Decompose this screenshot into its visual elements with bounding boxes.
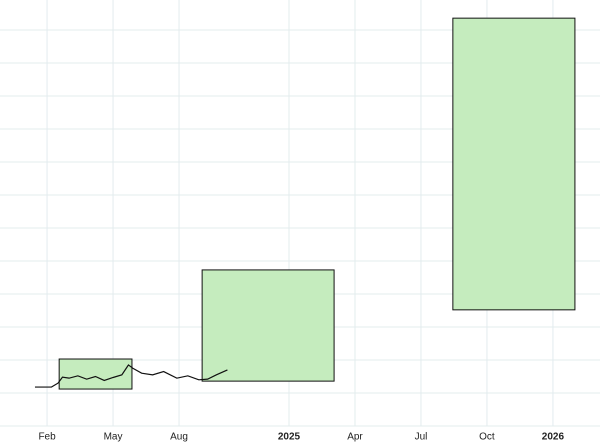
box: [58, 358, 133, 390]
price-line: [34, 364, 228, 388]
x-tick-label: Feb: [38, 432, 56, 443]
x-tick-label: Oct: [479, 432, 495, 443]
x-tick-label: Apr: [347, 432, 363, 443]
box: [452, 17, 576, 311]
x-tick-label: 2025: [278, 432, 301, 443]
box: [201, 269, 335, 382]
x-tick-label: Aug: [170, 432, 188, 443]
x-tick-label: May: [104, 432, 123, 443]
x-tick-label: 2026: [542, 432, 565, 443]
x-tick-label: Jul: [415, 432, 428, 443]
